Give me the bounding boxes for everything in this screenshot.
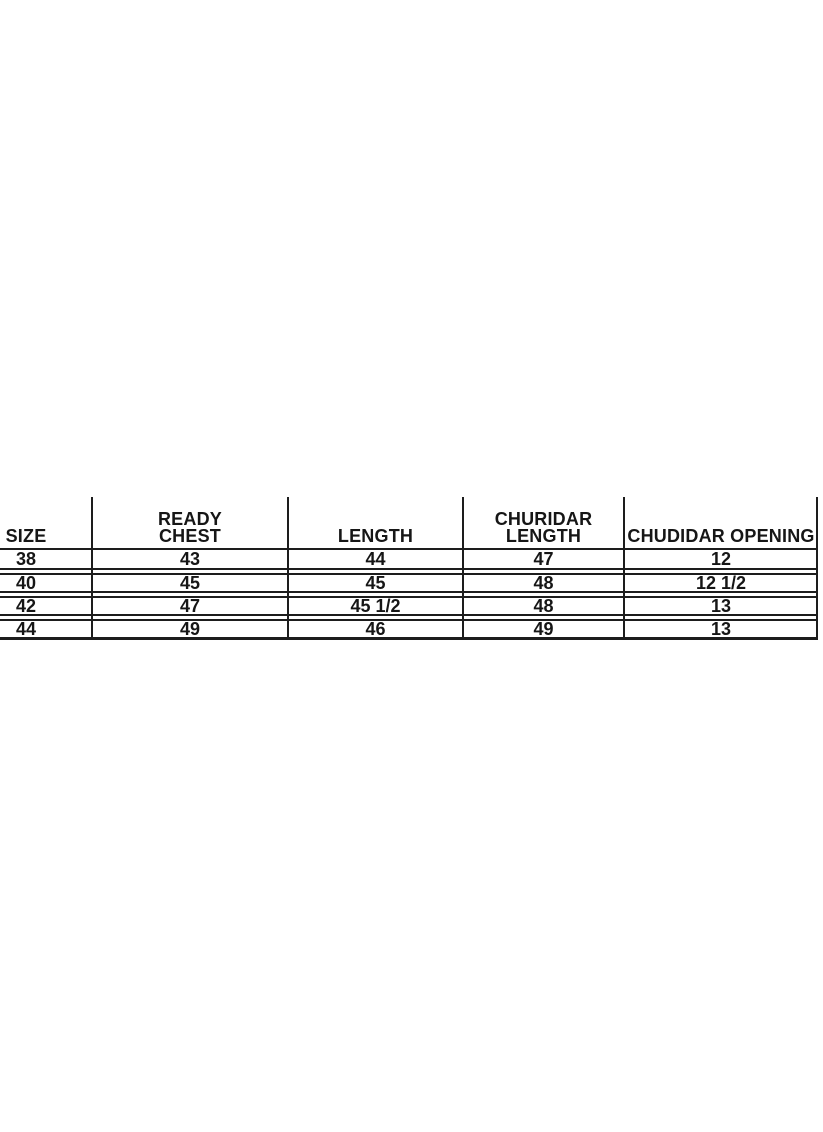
cell-churidar-length: 48 (533, 595, 554, 616)
header-label: CHURIDAR (494, 509, 593, 529)
table-row: 42 47 45 1/2 48 13 (0, 596, 818, 616)
table-right-border (816, 497, 818, 640)
column-header-length: LENGTH (288, 497, 463, 548)
table-row: 40 45 45 48 12 1/2 (0, 573, 818, 593)
cell-churidar-length: 49 (533, 618, 554, 639)
cell-churidar-length: 47 (533, 548, 554, 569)
cell-size: 42 (15, 595, 37, 616)
column-divider (91, 497, 93, 640)
header-label: READY (157, 509, 222, 529)
column-divider (462, 497, 464, 640)
header-label: LENGTH (505, 526, 582, 546)
cell-size: 38 (15, 548, 37, 569)
cell-length: 44 (365, 548, 386, 569)
column-header-size: SIZE (0, 497, 92, 548)
size-chart-table: SIZE READY CHEST LENGTH CHURIDAR LENGTH … (0, 497, 818, 640)
column-header-ready-chest: READY CHEST (92, 497, 288, 548)
cell-chudidar-opening: 13 (710, 618, 732, 639)
column-divider (287, 497, 289, 640)
header-label: LENGTH (337, 526, 414, 546)
header-label: CHUDIDAR OPENING (627, 526, 815, 546)
column-header-churidar-length: CHURIDAR LENGTH (463, 497, 624, 548)
cell-chudidar-opening: 12 1/2 (695, 572, 747, 593)
table-header-row: SIZE READY CHEST LENGTH CHURIDAR LENGTH … (0, 497, 818, 550)
cell-size: 40 (15, 572, 37, 593)
cell-ready-chest: 43 (179, 548, 201, 569)
column-header-chudidar-opening: CHUDIDAR OPENING (624, 497, 818, 548)
cell-chudidar-opening: 13 (710, 595, 732, 616)
header-label: SIZE (5, 526, 47, 546)
cell-length: 45 1/2 (350, 595, 401, 616)
cell-length: 46 (365, 618, 386, 639)
cell-ready-chest: 49 (179, 618, 201, 639)
cell-ready-chest: 45 (179, 572, 201, 593)
table-row: 38 43 44 47 12 (0, 548, 818, 570)
cell-chudidar-opening: 12 (710, 548, 732, 569)
column-divider (623, 497, 625, 640)
cell-length: 45 (365, 572, 386, 593)
cell-ready-chest: 47 (179, 595, 201, 616)
header-label: CHEST (158, 526, 221, 546)
table-row: 44 49 46 49 13 (0, 619, 818, 640)
cell-size: 44 (15, 618, 37, 639)
cell-churidar-length: 48 (533, 572, 554, 593)
